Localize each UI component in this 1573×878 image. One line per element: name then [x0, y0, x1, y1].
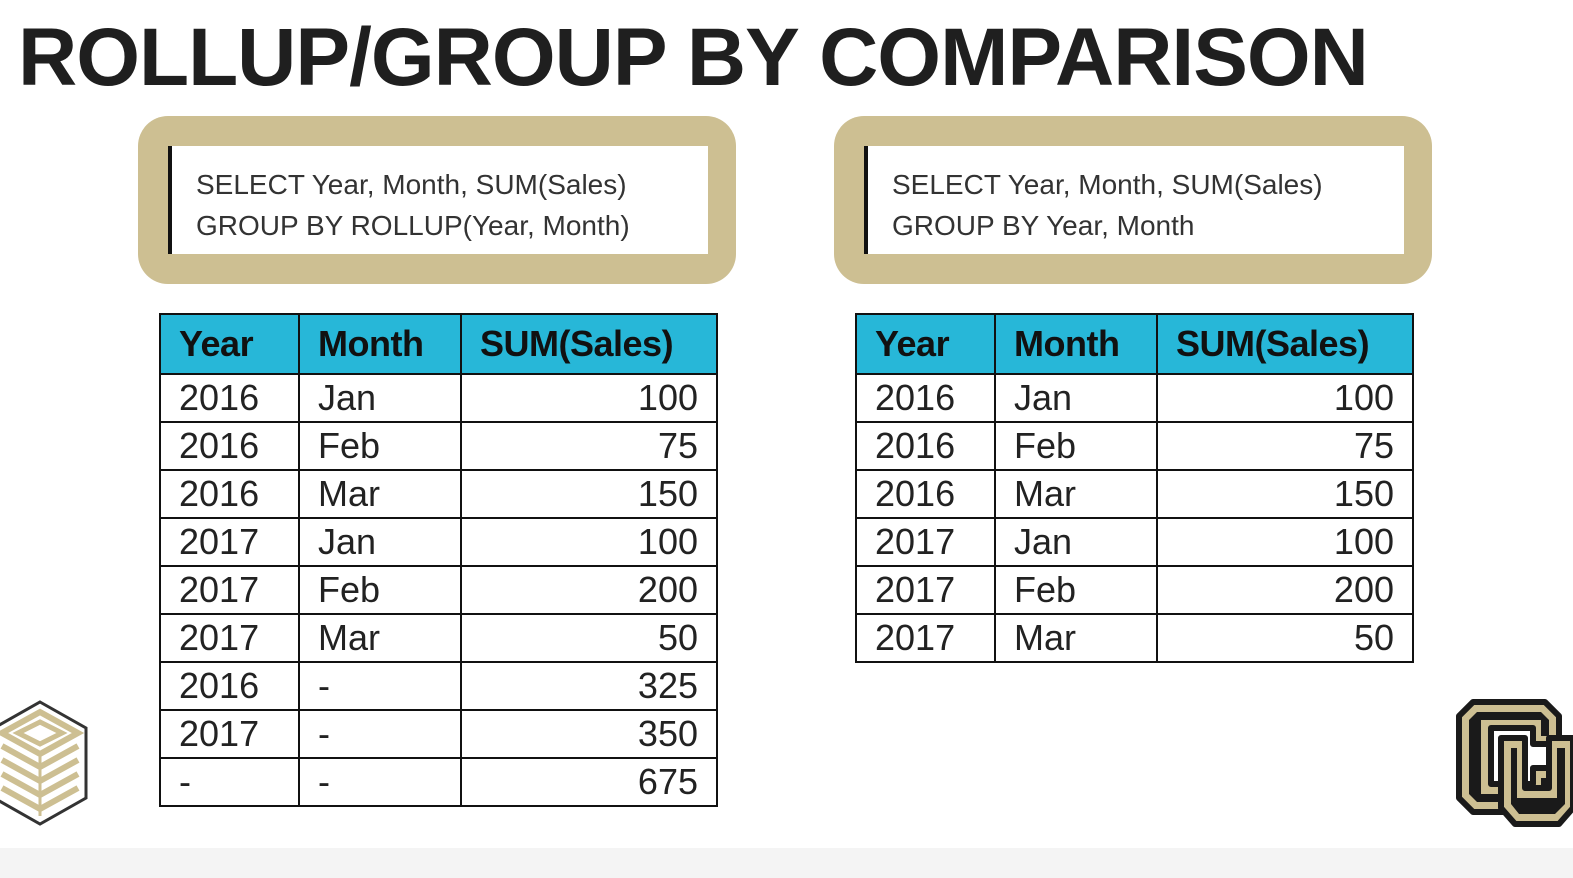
cell-sum-sales: 50 — [1156, 613, 1414, 663]
cell-month: Feb — [994, 565, 1158, 615]
cell-sum-sales: 75 — [1156, 421, 1414, 471]
cell-year: 2016 — [159, 421, 300, 471]
table-row: 2017 Feb 200 — [855, 565, 1414, 615]
cell-sum-sales: 100 — [1156, 517, 1414, 567]
rollup-result-table: Year Month SUM(Sales) 2016 Jan 100 2016 … — [159, 313, 718, 807]
cell-year: 2017 — [855, 613, 996, 663]
table-row-subtotal: 2016 - 325 — [159, 661, 718, 711]
cell-month: Feb — [994, 421, 1158, 471]
cell-sum-sales: 325 — [460, 661, 718, 711]
cell-year: 2016 — [159, 661, 300, 711]
cell-year: 2016 — [159, 469, 300, 519]
groupby-result-table: Year Month SUM(Sales) 2016 Jan 100 2016 … — [855, 313, 1414, 663]
cell-year: 2017 — [159, 565, 300, 615]
cell-sum-sales: 150 — [460, 469, 718, 519]
table-row-grand-total: - - 675 — [159, 757, 718, 807]
column-header-month: Month — [298, 313, 462, 375]
table-row: 2017 Jan 100 — [159, 517, 718, 567]
cell-month: Feb — [298, 565, 462, 615]
cell-year: 2016 — [855, 469, 996, 519]
table-row: 2016 Jan 100 — [159, 373, 718, 423]
cell-year: 2017 — [855, 565, 996, 615]
cell-month: - — [298, 661, 462, 711]
cell-month: Jan — [298, 373, 462, 423]
table-header-row: Year Month SUM(Sales) — [855, 313, 1414, 375]
rollup-query-code: SELECT Year, Month, SUM(Sales) GROUP BY … — [168, 146, 708, 254]
table-row: 2016 Jan 100 — [855, 373, 1414, 423]
table-row: 2017 Feb 200 — [159, 565, 718, 615]
rollup-query-box: SELECT Year, Month, SUM(Sales) GROUP BY … — [138, 116, 736, 284]
bottom-bar — [0, 848, 1573, 878]
column-header-sum-sales: SUM(Sales) — [1156, 313, 1414, 375]
cell-month: Jan — [298, 517, 462, 567]
cell-sum-sales: 200 — [460, 565, 718, 615]
cell-sum-sales: 100 — [460, 373, 718, 423]
cu-buffs-logo-icon — [1455, 698, 1573, 828]
cell-year: 2017 — [159, 709, 300, 759]
cell-year: 2016 — [855, 373, 996, 423]
cell-month: - — [298, 709, 462, 759]
table-row-subtotal: 2017 - 350 — [159, 709, 718, 759]
cell-year: 2017 — [159, 517, 300, 567]
cell-year: 2016 — [855, 421, 996, 471]
query-line-groupby: GROUP BY ROLLUP(Year, Month) — [196, 210, 630, 241]
column-header-year: Year — [855, 313, 996, 375]
groupby-query-box: SELECT Year, Month, SUM(Sales) GROUP BY … — [834, 116, 1432, 284]
column-header-month: Month — [994, 313, 1158, 375]
table-row: 2017 Jan 100 — [855, 517, 1414, 567]
cell-month: Mar — [298, 469, 462, 519]
cell-month: - — [298, 757, 462, 807]
cell-month: Feb — [298, 421, 462, 471]
query-line-select: SELECT Year, Month, SUM(Sales) — [892, 169, 1323, 200]
query-line-select: SELECT Year, Month, SUM(Sales) — [196, 169, 627, 200]
table-row: 2017 Mar 50 — [159, 613, 718, 663]
table-row: 2017 Mar 50 — [855, 613, 1414, 663]
groupby-query-code: SELECT Year, Month, SUM(Sales) GROUP BY … — [864, 146, 1404, 254]
table-row: 2016 Feb 75 — [159, 421, 718, 471]
query-line-groupby: GROUP BY Year, Month — [892, 210, 1195, 241]
cell-sum-sales: 350 — [460, 709, 718, 759]
cell-month: Jan — [994, 517, 1158, 567]
cell-sum-sales: 150 — [1156, 469, 1414, 519]
table-row: 2016 Mar 150 — [855, 469, 1414, 519]
table-header-row: Year Month SUM(Sales) — [159, 313, 718, 375]
cell-sum-sales: 200 — [1156, 565, 1414, 615]
cell-year: 2017 — [159, 613, 300, 663]
cell-month: Mar — [994, 613, 1158, 663]
cell-sum-sales: 100 — [460, 517, 718, 567]
column-header-year: Year — [159, 313, 300, 375]
table-row: 2016 Feb 75 — [855, 421, 1414, 471]
cell-sum-sales: 50 — [460, 613, 718, 663]
cell-sum-sales: 100 — [1156, 373, 1414, 423]
column-header-sum-sales: SUM(Sales) — [460, 313, 718, 375]
cell-year: 2017 — [855, 517, 996, 567]
page-title: ROLLUP/GROUP BY COMPARISON — [18, 12, 1369, 103]
cell-sum-sales: 75 — [460, 421, 718, 471]
cell-month: Jan — [994, 373, 1158, 423]
stacked-cube-logo-icon — [0, 700, 90, 826]
cell-month: Mar — [298, 613, 462, 663]
cell-sum-sales: 675 — [460, 757, 718, 807]
cell-month: Mar — [994, 469, 1158, 519]
cell-year: 2016 — [159, 373, 300, 423]
table-row: 2016 Mar 150 — [159, 469, 718, 519]
cell-year: - — [159, 757, 300, 807]
